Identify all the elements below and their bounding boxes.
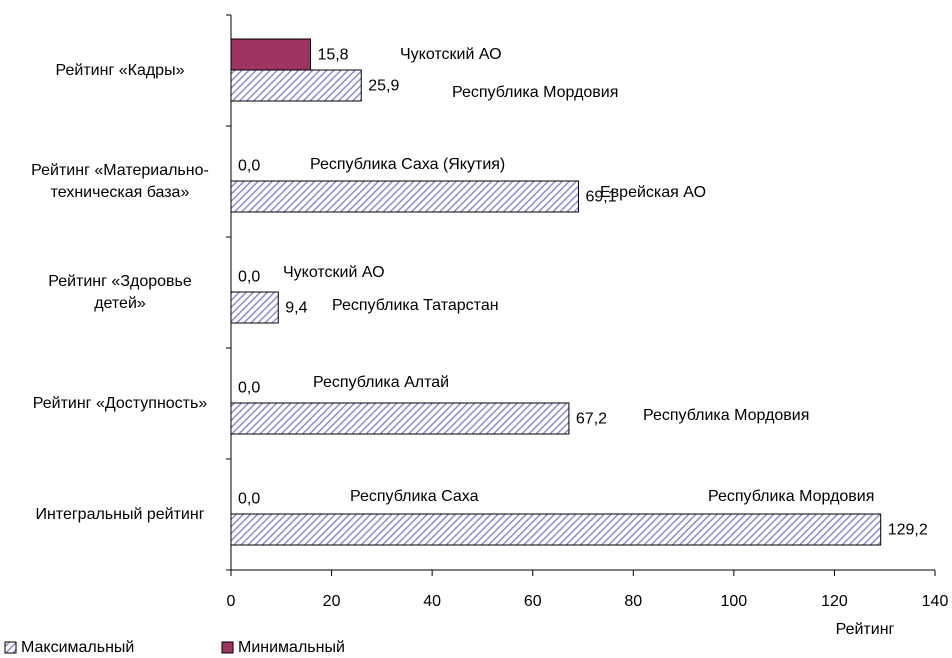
value-label: 25,9	[368, 78, 399, 95]
x-tick-label: 140	[922, 593, 949, 610]
bar	[230, 38, 311, 71]
value-label: 9,4	[285, 300, 307, 317]
value-label: 15,8	[317, 47, 348, 64]
bar	[230, 291, 279, 324]
bar	[230, 513, 882, 546]
region-label: Республика Саха (Якутия)	[310, 156, 505, 173]
value-label: 0,0	[238, 269, 260, 286]
y-tick-label: Рейтинг «Кадры»	[55, 61, 185, 79]
value-label: 67,2	[576, 411, 607, 428]
value-label: 129,2	[888, 522, 928, 539]
x-tick-label: 60	[524, 593, 542, 610]
region-label: Чукотский АО	[283, 264, 385, 281]
value-label: 0,0	[238, 158, 260, 175]
region-label: Республика Алтай	[313, 374, 449, 391]
legend-label: Минимальный	[238, 639, 345, 656]
x-tick-label: 40	[423, 593, 441, 610]
x-tick-label: 80	[624, 593, 642, 610]
x-tick-label: 120	[821, 593, 848, 610]
value-label: 0,0	[238, 491, 260, 508]
x-tick-label: 0	[227, 593, 236, 610]
x-axis-label: Рейтинг	[836, 621, 895, 638]
region-label: Чукотский АО	[400, 46, 502, 63]
legend-swatch	[221, 641, 234, 654]
region-label: Республика Мордовия	[708, 488, 874, 505]
x-tick-label: 20	[323, 593, 341, 610]
region-label: Еврейская АО	[600, 184, 706, 201]
y-tick-label: Интегральный рейтинг	[35, 505, 205, 523]
value-label: 0,0	[238, 380, 260, 397]
region-label: Республика Татарстан	[332, 297, 499, 314]
legend-label: Максимальный	[21, 639, 134, 656]
legend-swatch	[4, 641, 17, 654]
region-label: Республика Мордовия	[643, 407, 809, 424]
bar	[230, 402, 570, 435]
value-label: 69,1	[585, 189, 616, 206]
y-tick-label: Рейтинг «Доступность»	[32, 394, 208, 412]
bar	[230, 69, 362, 102]
y-tick-label: Рейтинг «Здоровье детей»	[48, 272, 192, 312]
bar	[230, 180, 579, 213]
x-tick-label: 100	[721, 593, 748, 610]
region-label: Республика Саха	[350, 488, 479, 505]
y-tick-label: Рейтинг «Материально-техническая база»	[31, 161, 209, 201]
region-label: Республика Мордовия	[452, 84, 618, 101]
